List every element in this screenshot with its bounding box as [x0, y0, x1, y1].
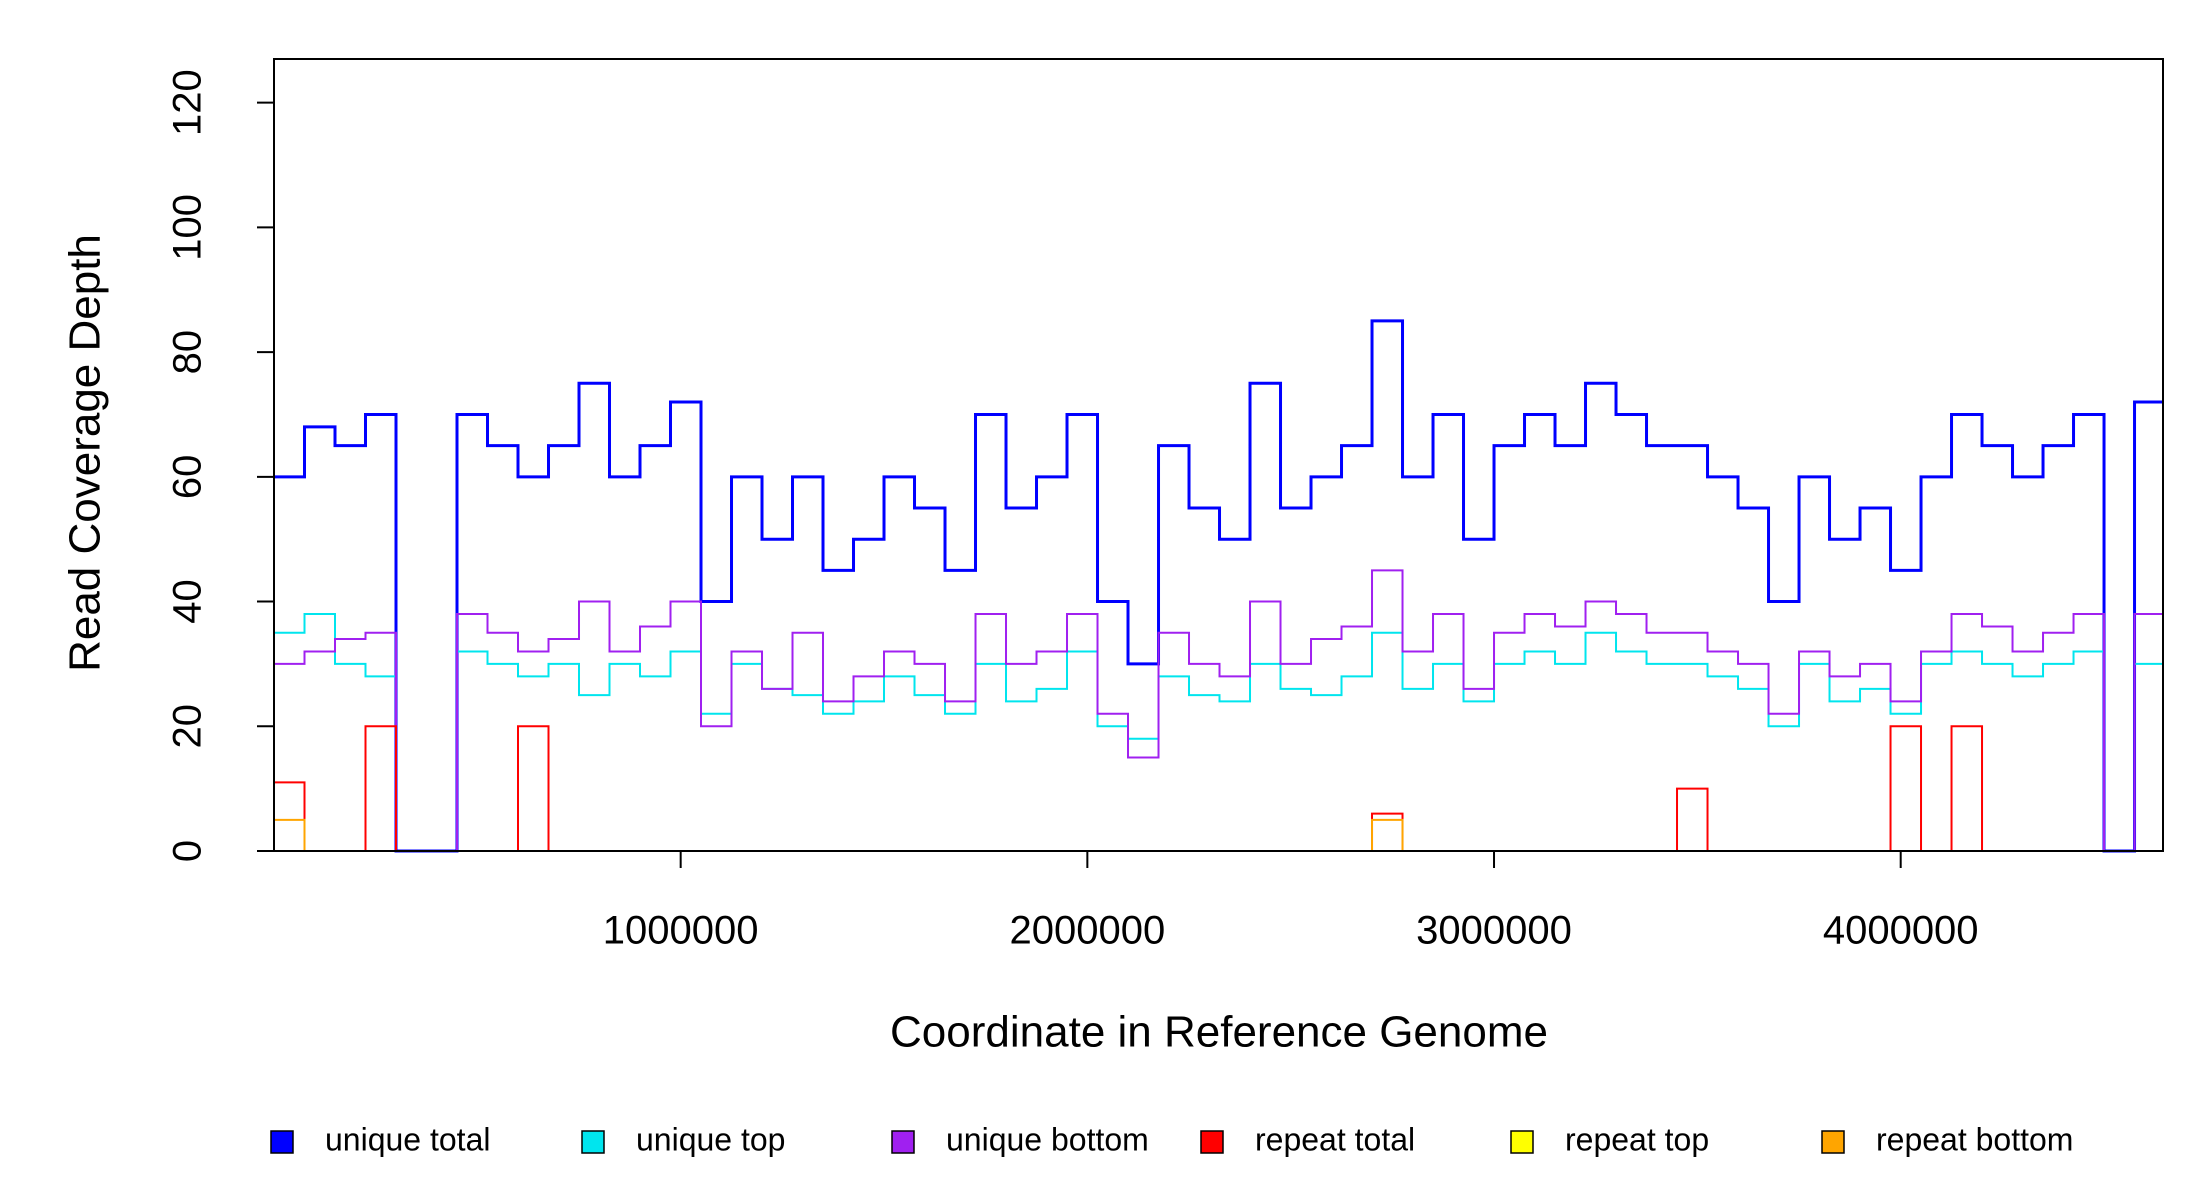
- legend-swatch: [891, 1130, 915, 1154]
- legend-swatch: [1510, 1130, 1534, 1154]
- legend-label: repeat total: [1255, 1121, 1415, 1157]
- series-line: [274, 818, 2163, 852]
- y-tick-label: 100: [166, 194, 210, 261]
- y-tick-label: 0: [166, 840, 210, 862]
- y-tick-label: 80: [166, 330, 210, 375]
- legend-swatch: [1821, 1130, 1845, 1154]
- x-tick-label: 4000000: [1823, 909, 1979, 953]
- y-tick-label: 120: [166, 69, 210, 136]
- x-axis-label: Coordinate in Reference Genome: [890, 1008, 1548, 1057]
- x-tick-label: 1000000: [603, 909, 759, 953]
- y-tick-label: 20: [166, 704, 210, 749]
- legend-label: unique top: [636, 1121, 785, 1157]
- legend-label: unique total: [325, 1121, 490, 1157]
- series-line: [274, 319, 2163, 853]
- legend-swatch: [581, 1130, 605, 1154]
- y-tick-label: 60: [166, 455, 210, 500]
- legend-swatch: [270, 1130, 294, 1154]
- y-tick-label: 40: [166, 579, 210, 624]
- plot-frame: [273, 58, 2164, 852]
- series-line: [274, 725, 2163, 852]
- series-line: [274, 613, 2163, 852]
- y-axis-label: Read Coverage Depth: [61, 234, 110, 672]
- legend-swatch: [1200, 1130, 1224, 1154]
- series-line: [274, 569, 2163, 852]
- legend-label: repeat top: [1565, 1121, 1709, 1157]
- legend-label: unique bottom: [946, 1121, 1149, 1157]
- legend-label: repeat bottom: [1876, 1121, 2073, 1157]
- x-tick-label: 3000000: [1416, 909, 1572, 953]
- x-tick-label: 2000000: [1009, 909, 1165, 953]
